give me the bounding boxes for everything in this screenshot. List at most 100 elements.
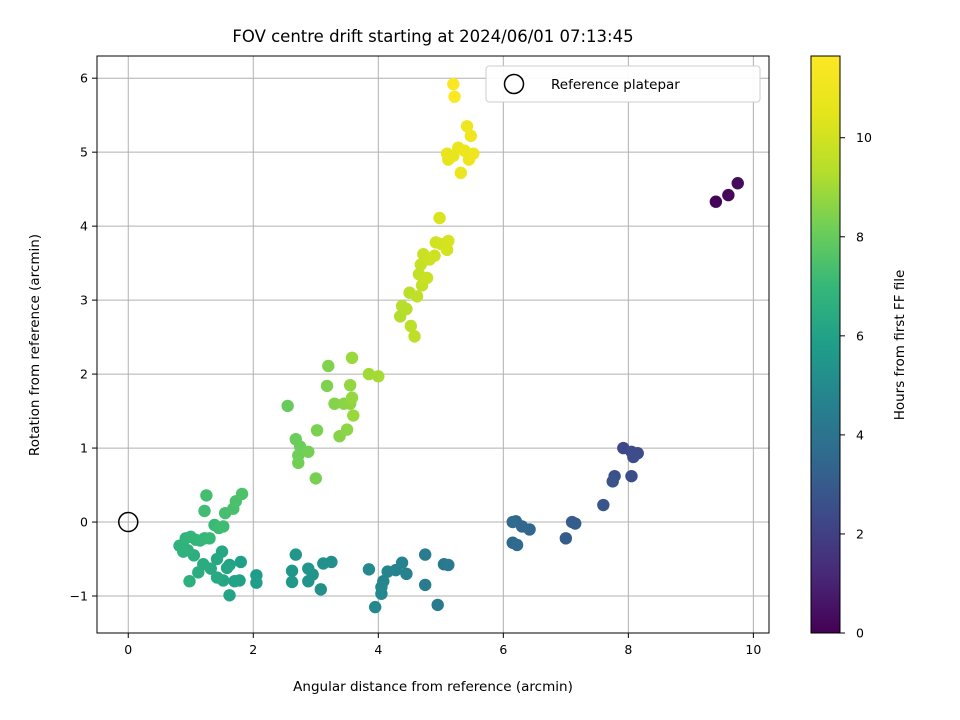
legend-label: Reference platepar <box>551 77 680 93</box>
data-point <box>404 319 418 333</box>
y-axis-ticks: −1 0 1 2 3 4 5 6 <box>70 71 97 604</box>
data-point <box>310 424 324 437</box>
data-point <box>235 487 249 501</box>
data-point <box>192 566 205 579</box>
data-point <box>210 552 224 566</box>
x-tick-label: 10 <box>745 642 761 657</box>
data-point <box>343 378 357 392</box>
data-point <box>228 575 241 588</box>
data-point <box>217 520 230 533</box>
y-tick-label: 4 <box>80 219 88 234</box>
data-point <box>464 129 478 143</box>
data-point <box>569 517 582 530</box>
data-point <box>448 90 461 103</box>
legend: Reference platepar <box>485 65 761 103</box>
data-point <box>627 450 640 464</box>
data-point <box>362 563 376 576</box>
data-point <box>447 77 460 91</box>
y-tick-label: 1 <box>80 441 88 456</box>
data-point <box>372 370 385 383</box>
data-point <box>285 575 299 589</box>
grid-lines <box>97 56 769 633</box>
data-point <box>523 523 536 536</box>
data-point <box>328 397 341 410</box>
colorbar-tick-label: 8 <box>856 229 864 244</box>
x-tick-label: 4 <box>374 642 382 657</box>
data-point <box>322 359 335 373</box>
data-point <box>722 188 735 202</box>
y-tick-label: 6 <box>80 71 88 86</box>
x-tick-label: 6 <box>499 642 507 657</box>
data-point <box>285 564 299 578</box>
data-point <box>454 166 468 180</box>
data-point <box>345 391 359 404</box>
data-point <box>234 555 247 569</box>
data-point <box>314 583 327 596</box>
data-point <box>362 367 376 381</box>
x-axis-ticks: 0 2 4 6 8 10 <box>124 633 761 657</box>
data-point <box>442 234 455 248</box>
data-point <box>381 565 394 578</box>
colorbar-tick-label: 2 <box>856 526 864 541</box>
data-point <box>375 587 388 600</box>
data-point <box>198 504 211 518</box>
y-tick-label: 0 <box>80 515 88 530</box>
data-point <box>223 589 236 602</box>
data-point <box>340 423 354 436</box>
chart-title: FOV centre drift starting at 2024/06/01 … <box>232 27 633 46</box>
data-point <box>309 472 322 485</box>
data-point <box>431 598 444 612</box>
colorbar-tick-label: 0 <box>856 626 864 641</box>
data-point <box>625 469 638 483</box>
data-point <box>200 489 213 502</box>
data-point <box>410 290 424 303</box>
x-tick-label: 8 <box>624 642 632 657</box>
y-tick-label: 5 <box>80 145 88 160</box>
data-point <box>302 445 315 458</box>
x-axis-label: Angular distance from reference (arcmin) <box>293 679 573 695</box>
y-tick-label: 2 <box>80 367 88 382</box>
data-point <box>731 177 744 190</box>
colorbar-ticks: 0 2 4 6 8 10 <box>840 130 872 641</box>
legend-open-circle-icon <box>503 73 525 95</box>
data-point <box>320 379 334 393</box>
data-point <box>345 351 359 365</box>
colorbar-gradient <box>810 55 841 634</box>
data-point <box>210 571 224 584</box>
data-point <box>559 532 573 545</box>
data-point <box>347 409 360 422</box>
data-point <box>317 557 330 570</box>
colorbar: 0 2 4 6 8 10 Hours from first FF file <box>810 55 908 641</box>
data-point <box>709 195 723 208</box>
legend-box <box>485 65 761 103</box>
data-point <box>506 515 519 529</box>
colorbar-tick-label: 6 <box>856 328 864 343</box>
data-point <box>292 456 305 470</box>
reference-platepar-marker <box>118 511 139 533</box>
colorbar-tick-label: 10 <box>856 130 872 145</box>
data-point <box>433 211 446 225</box>
data-point <box>442 558 455 572</box>
data-point <box>281 399 294 413</box>
data-point <box>368 600 382 614</box>
data-point <box>420 271 434 285</box>
data-point <box>183 575 196 588</box>
data-point <box>408 330 421 343</box>
data-point <box>606 475 619 488</box>
y-tick-label: 3 <box>80 293 88 308</box>
data-point <box>418 578 432 592</box>
y-tick-label: −1 <box>70 589 88 604</box>
data-point <box>597 498 610 512</box>
data-points <box>173 77 744 614</box>
data-point <box>203 532 216 545</box>
plot-frame <box>96 55 770 634</box>
data-point <box>250 576 263 589</box>
data-point <box>400 302 413 316</box>
colorbar-tick-label: 4 <box>856 427 864 442</box>
data-point <box>400 567 413 581</box>
data-point <box>220 561 234 575</box>
data-point <box>467 147 480 160</box>
data-point <box>418 548 432 561</box>
data-point <box>428 249 441 262</box>
